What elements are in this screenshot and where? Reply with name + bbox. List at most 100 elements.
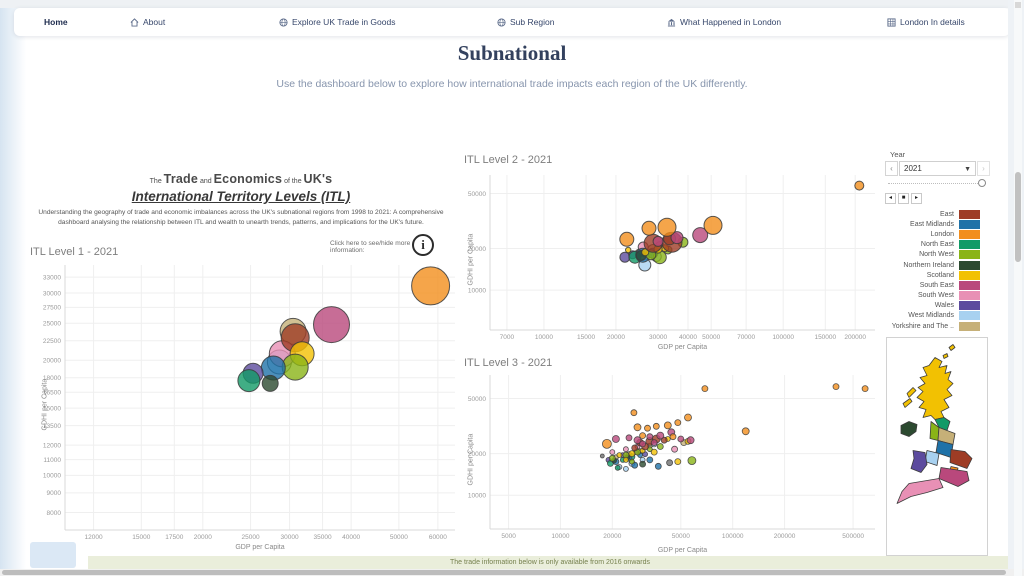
data-bubble-london[interactable]	[644, 424, 651, 432]
nav-item-home[interactable]: Home	[44, 8, 68, 36]
legend-item-wales[interactable]: Wales	[872, 301, 980, 311]
data-bubble-north-west[interactable]	[608, 454, 616, 462]
data-bubble-south-east[interactable]	[686, 436, 695, 445]
data-bubble-london[interactable]	[601, 439, 612, 449]
data-bubble-south-east[interactable]	[670, 231, 684, 245]
year-slider-handle[interactable]	[978, 179, 986, 187]
data-bubble-london[interactable]	[684, 413, 692, 422]
data-bubble-south-east[interactable]	[656, 431, 665, 440]
playback-step-back-button[interactable]: ◂	[885, 193, 896, 204]
legend-item-south-west[interactable]: South West	[872, 291, 980, 301]
legend-item-west-midlands[interactable]: West Midlands	[872, 311, 980, 321]
data-bubble-north-east[interactable]	[237, 369, 261, 393]
data-bubble-london[interactable]	[652, 422, 660, 430]
data-bubble-north-west[interactable]	[628, 458, 635, 465]
map-region-scotland[interactable]	[916, 357, 954, 420]
data-bubble-south-east[interactable]	[313, 306, 350, 344]
data-bubble-east[interactable]	[631, 444, 639, 452]
data-bubble-south-west[interactable]	[671, 445, 679, 453]
data-bubble-south-west[interactable]	[622, 446, 629, 453]
map-region-northern-ireland[interactable]	[900, 421, 918, 437]
data-bubble-south-west[interactable]	[609, 449, 616, 455]
data-bubble-scotland[interactable]	[628, 450, 636, 457]
data-bubble-south-east[interactable]	[611, 435, 620, 443]
data-bubble-london[interactable]	[411, 266, 451, 306]
data-bubble-north-west[interactable]	[687, 456, 697, 465]
data-bubble-south-east[interactable]	[633, 436, 642, 445]
legend-item-scotland[interactable]: Scotland	[872, 270, 980, 280]
data-bubble-london[interactable]	[630, 409, 638, 417]
map-region-south-east[interactable]	[938, 467, 970, 487]
data-bubble-north-west[interactable]	[656, 443, 664, 450]
map-region-scotland[interactable]	[942, 353, 949, 359]
data-bubble-northern-ireland[interactable]	[261, 374, 279, 392]
data-bubble-london[interactable]	[861, 385, 869, 393]
data-bubble-other[interactable]	[666, 459, 674, 467]
year-next-button[interactable]: ›	[977, 161, 990, 176]
data-bubble-london[interactable]	[703, 215, 723, 235]
legend-item-south-east[interactable]: South East	[872, 280, 980, 290]
year-select[interactable]: 2021 ▼	[899, 161, 976, 176]
data-bubble-london[interactable]	[657, 217, 677, 237]
nav-item-explore-uk-trade[interactable]: Explore UK Trade in Goods	[279, 8, 395, 36]
data-bubble-northern-ireland[interactable]	[639, 460, 647, 468]
data-bubble-scotland[interactable]	[622, 457, 629, 463]
data-bubble-london[interactable]	[854, 180, 865, 191]
horizontal-scrollbar-thumb[interactable]	[2, 570, 1006, 575]
data-bubble-east-midlands[interactable]	[654, 462, 662, 470]
legend-item-yorkshire[interactable]: Yorkshire and The ..	[872, 321, 980, 331]
vertical-scrollbar[interactable]	[1014, 0, 1022, 576]
playback-step-forward-button[interactable]: ▸	[911, 193, 922, 204]
data-bubble-london[interactable]	[641, 220, 657, 236]
map-region-scotland[interactable]	[906, 387, 917, 398]
year-prev-button[interactable]: ‹	[885, 161, 898, 176]
map-region-scotland[interactable]	[902, 398, 913, 408]
map-region-wales[interactable]	[910, 450, 928, 473]
data-bubble-scotland[interactable]	[625, 246, 632, 254]
data-bubble-london[interactable]	[832, 383, 840, 391]
data-bubble-london[interactable]	[633, 423, 642, 432]
data-bubble-london[interactable]	[639, 432, 647, 439]
legend-item-north-east[interactable]: North East	[872, 240, 980, 250]
horizontal-scrollbar[interactable]	[0, 569, 1024, 576]
data-bubble-west-midlands[interactable]	[622, 466, 629, 472]
map-region-scotland[interactable]	[948, 344, 956, 351]
legend-item-north-west[interactable]: North West	[872, 250, 980, 260]
data-bubble-scotland[interactable]	[674, 458, 682, 465]
data-bubble-south-east[interactable]	[652, 235, 664, 247]
data-bubble-south-east[interactable]	[692, 227, 709, 244]
legend-item-east[interactable]: East	[872, 209, 980, 219]
data-bubble-north-west[interactable]	[281, 353, 309, 381]
data-bubble-london[interactable]	[701, 385, 709, 393]
map-region-east[interactable]	[949, 449, 973, 469]
year-slider-track[interactable]	[888, 183, 986, 184]
data-bubble-south-east[interactable]	[677, 435, 685, 443]
data-bubble-london[interactable]	[674, 419, 682, 426]
data-bubble-south-east[interactable]	[639, 440, 647, 448]
vertical-scrollbar-thumb[interactable]	[1015, 172, 1021, 262]
nav-item-about[interactable]: About	[130, 8, 165, 36]
nav-item-london-in-details[interactable]: London In details	[887, 8, 965, 36]
map-region-yorkshire[interactable]	[937, 427, 956, 445]
data-bubble-east[interactable]	[660, 436, 668, 444]
legend-item-east-midlands[interactable]: East Midlands	[872, 219, 980, 229]
scrollbar-up-arrow[interactable]	[1015, 2, 1021, 8]
data-bubble-east-midlands[interactable]	[646, 456, 654, 464]
data-bubble-south-east[interactable]	[646, 433, 654, 441]
nav-item-sub-region[interactable]: Sub Region	[497, 8, 554, 36]
data-bubble-london[interactable]	[619, 231, 635, 247]
playback-stop-button[interactable]: ■	[898, 193, 909, 204]
data-bubble-scotland[interactable]	[616, 452, 623, 458]
map-region-south-west[interactable]	[896, 478, 944, 504]
legend-item-london[interactable]: London	[872, 229, 980, 239]
data-bubble-scotland[interactable]	[650, 448, 658, 456]
scatter-plot-itl3[interactable]: 10000 20000 50000 5000 10000 20000 50000 100000…	[462, 369, 882, 545]
scatter-plot-itl1[interactable]: 33000 30000 27500 25000 22500 20000 18000 16500…	[28, 262, 462, 556]
data-bubble-london[interactable]	[669, 433, 677, 441]
data-bubble-other[interactable]	[599, 453, 605, 459]
info-icon[interactable]: i	[412, 234, 434, 256]
data-bubble-south-east[interactable]	[625, 434, 633, 442]
nav-item-what-happened-in-london[interactable]: What Happened in London	[667, 8, 781, 36]
data-bubble-london[interactable]	[663, 421, 672, 430]
data-bubble-south-east[interactable]	[650, 439, 658, 446]
